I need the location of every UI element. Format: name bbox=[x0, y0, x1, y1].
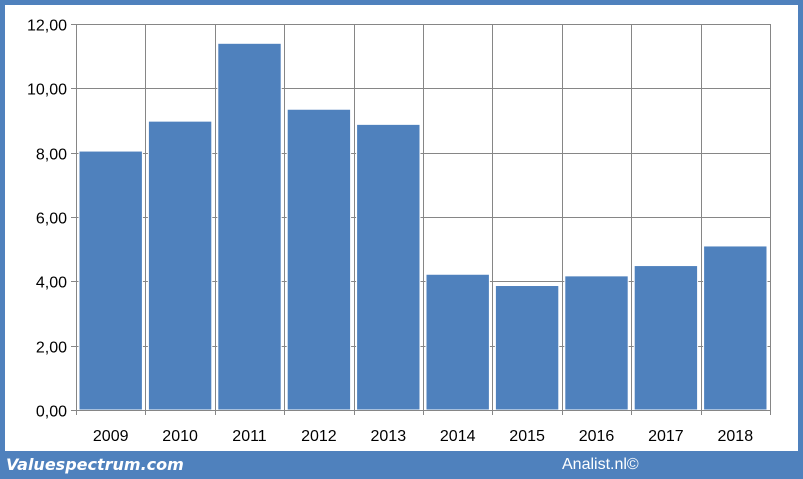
y-tick-label: 4,00 bbox=[36, 275, 67, 292]
y-tick-label: 12,00 bbox=[27, 18, 67, 35]
x-tick-label: 2016 bbox=[579, 428, 615, 445]
y-tick-label: 8,00 bbox=[36, 147, 67, 164]
y-tick-label: 6,00 bbox=[36, 211, 67, 228]
bar-2011 bbox=[217, 42, 282, 411]
x-tick-label: 2011 bbox=[232, 428, 267, 445]
x-tick-label: 2013 bbox=[371, 428, 407, 445]
bar-2017 bbox=[633, 265, 699, 411]
bar-2010 bbox=[147, 120, 213, 411]
axes bbox=[71, 24, 771, 415]
bar-2009 bbox=[78, 150, 143, 411]
bar-2014 bbox=[425, 273, 490, 411]
chart-frame: 0,00 2,00 4,00 6,00 8,00 10,00 12,00 2009 2010 2… bbox=[5, 5, 798, 451]
y-tick-label: 10,00 bbox=[27, 82, 67, 99]
y-tick-labels: 0,00 2,00 4,00 6,00 8,00 10,00 12,00 bbox=[27, 18, 67, 421]
x-tick-label: 2014 bbox=[440, 428, 476, 445]
x-tick-label: 2017 bbox=[648, 428, 684, 445]
y-tick-label: 2,00 bbox=[36, 340, 67, 357]
footer-site-name: Valuespectrum.com bbox=[6, 455, 184, 474]
bar-2018 bbox=[703, 245, 768, 411]
x-tick-label: 2015 bbox=[509, 428, 545, 445]
x-tick-label: 2010 bbox=[162, 428, 198, 445]
bar-2013 bbox=[356, 123, 421, 411]
x-tick-label: 2009 bbox=[93, 428, 129, 445]
x-tick-label: 2018 bbox=[718, 428, 754, 445]
bar-2016 bbox=[564, 275, 629, 411]
grid bbox=[76, 24, 771, 411]
bar-2012 bbox=[286, 108, 352, 411]
bar-2015 bbox=[494, 285, 560, 411]
footer-source-credit: Analist.nl© bbox=[562, 456, 639, 473]
x-tick-labels: 2009 2010 2011 2012 2013 2014 2015 2016 2017 2018 bbox=[93, 428, 753, 445]
bars bbox=[78, 42, 768, 411]
x-tick-label: 2012 bbox=[301, 428, 337, 445]
y-tick-label: 0,00 bbox=[36, 404, 67, 421]
